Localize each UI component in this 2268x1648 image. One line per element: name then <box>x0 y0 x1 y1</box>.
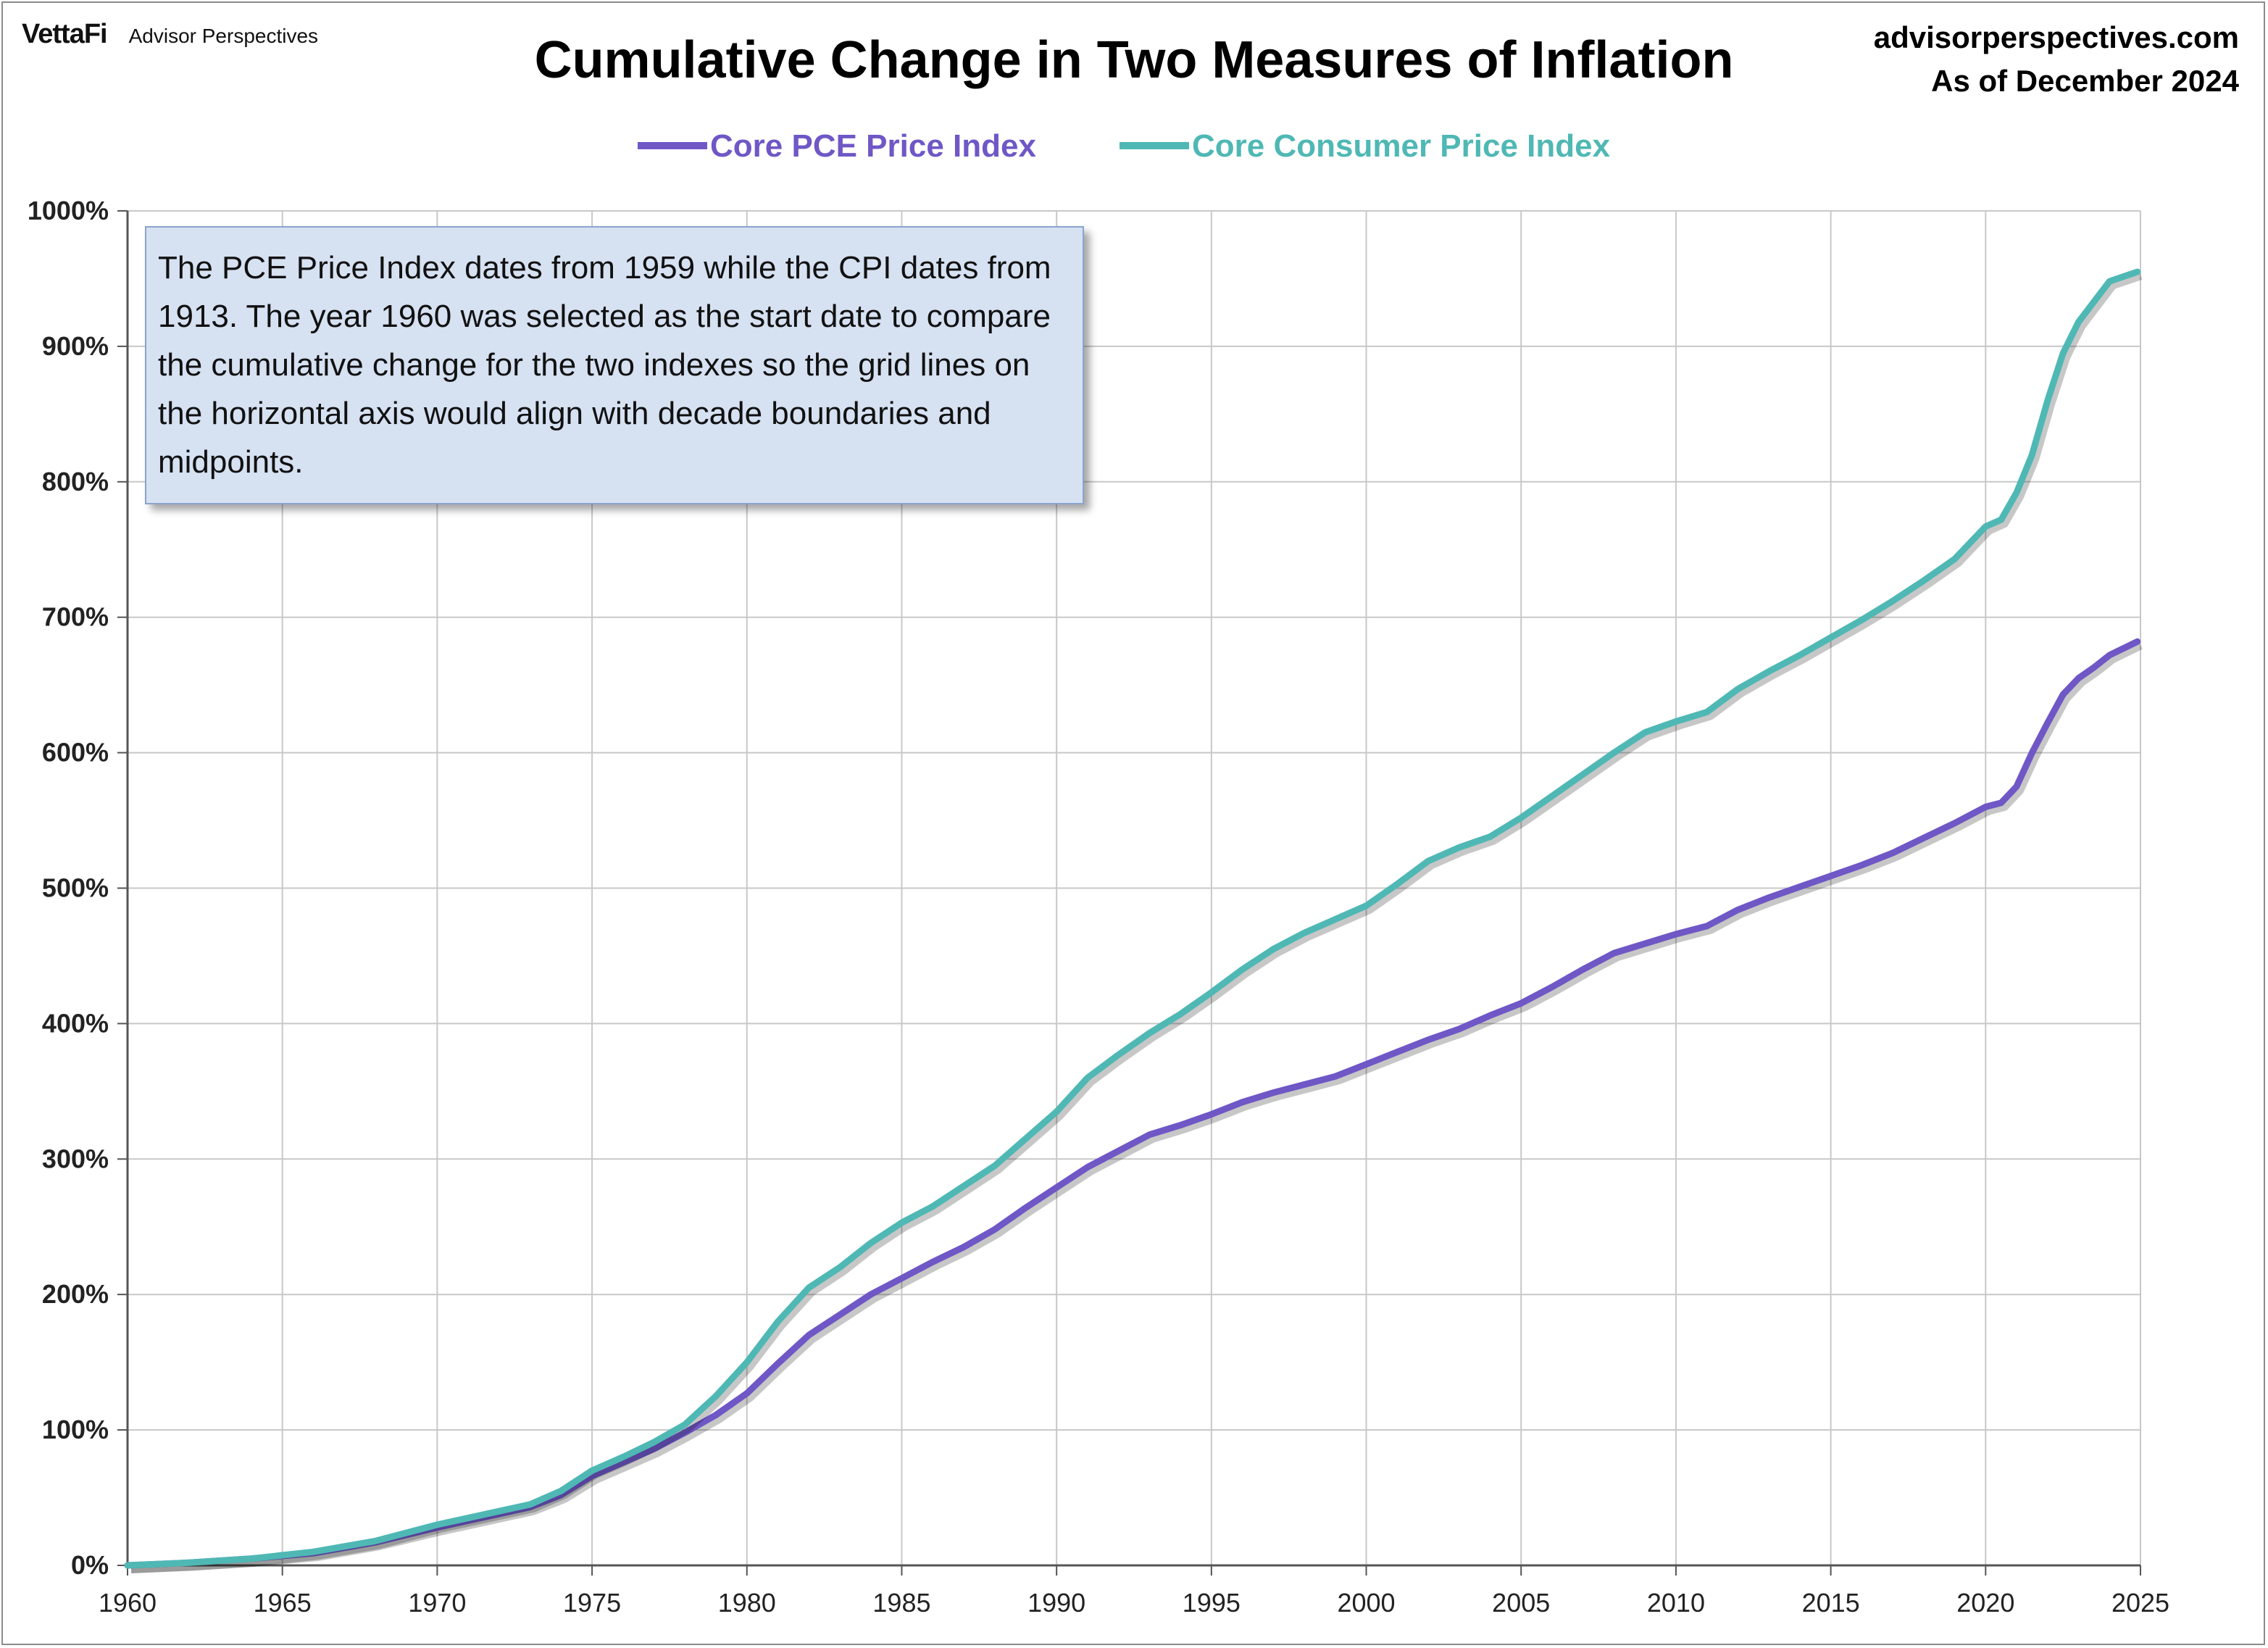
x-tick-label: 1990 <box>1027 1588 1085 1618</box>
x-tick-label: 2015 <box>1802 1588 1860 1618</box>
cpi-series-line-shadow <box>130 272 2143 1573</box>
legend-item-cpi-label: Core Consumer Price Index <box>1192 128 1611 164</box>
x-tick-label: 1960 <box>99 1588 157 1618</box>
x-tick-label: 2010 <box>1647 1588 1705 1618</box>
vettafi-logo: VettaFi Advisor Perspectives <box>22 19 318 50</box>
legend: Core PCE Price Index Core Consumer Price … <box>638 128 1611 164</box>
axes: 0% 100% 200% 300% 400% 500% 600% 700% 800% 900% 10… <box>28 196 2169 1618</box>
x-tick-label: 2000 <box>1337 1588 1395 1618</box>
chart-title: Cumulative Change in Two Measures of Inf… <box>534 31 1734 89</box>
x-tick-label: 1985 <box>872 1588 930 1618</box>
y-tick-label: 1000% <box>28 196 109 225</box>
x-tick-label: 1995 <box>1183 1588 1241 1618</box>
note-box: The PCE Price Index dates from 1959 whil… <box>145 226 1084 504</box>
y-tick-label: 800% <box>42 467 109 496</box>
legend-item-pce-label: Core PCE Price Index <box>710 128 1036 164</box>
y-tick-label: 0% <box>71 1550 109 1580</box>
y-tick-label: 100% <box>42 1415 109 1444</box>
source-site: advisorperspectives.com <box>1873 20 2239 54</box>
cpi-series-line <box>124 268 2141 1569</box>
logo-subtitle: Advisor Perspectives <box>128 25 319 47</box>
y-tick-label: 200% <box>42 1279 109 1309</box>
x-tick-label: 1970 <box>408 1588 466 1618</box>
y-tick-label: 900% <box>42 331 109 361</box>
y-tick-label: 300% <box>42 1144 109 1173</box>
y-tick-label: 600% <box>42 738 109 767</box>
x-tick-label: 2025 <box>2111 1588 2169 1618</box>
logo-brand: VettaFi <box>22 19 108 49</box>
source-block: advisorperspectives.com As of December 2… <box>1874 16 2239 103</box>
pce-series-line <box>124 638 2141 1569</box>
x-tick-label: 2020 <box>1956 1588 2014 1618</box>
as-of-date: As of December 2024 <box>1931 64 2239 98</box>
y-tick-label: 500% <box>42 873 109 903</box>
x-tick-label: 1975 <box>563 1588 621 1618</box>
x-tick-label: 1965 <box>254 1588 312 1618</box>
y-tick-label: 400% <box>42 1008 109 1038</box>
y-tick-label: 700% <box>42 602 109 632</box>
series <box>124 268 2143 1573</box>
pce-series-line-shadow <box>130 642 2143 1573</box>
x-tick-label: 2005 <box>1492 1588 1550 1618</box>
x-tick-label: 1980 <box>718 1588 776 1618</box>
